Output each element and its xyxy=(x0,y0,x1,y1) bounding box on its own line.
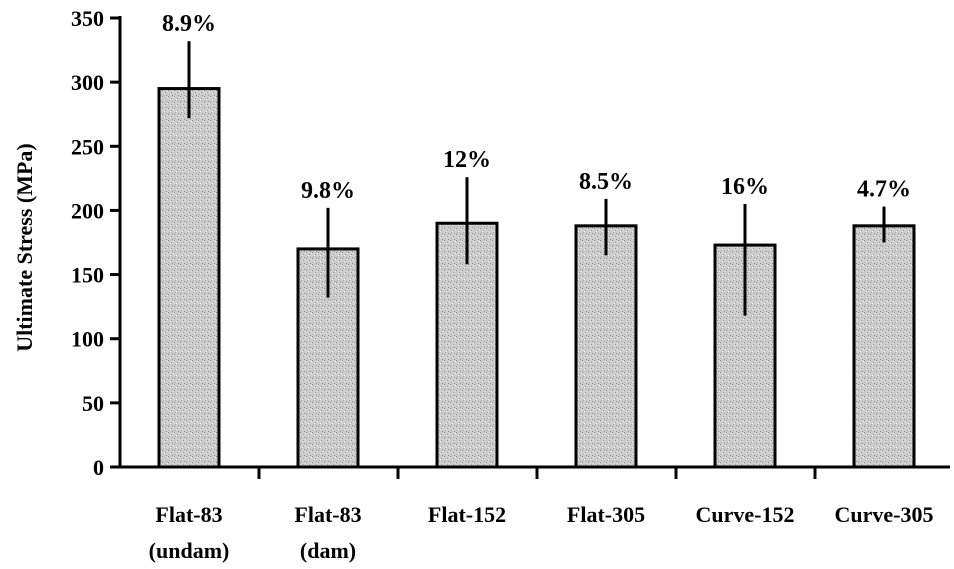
bar xyxy=(574,224,638,469)
x-tick-label: (undam) xyxy=(149,538,230,563)
x-tick-label: Flat-305 xyxy=(567,502,645,527)
data-label: 8.5% xyxy=(579,169,633,195)
x-tick-label: Curve-305 xyxy=(835,502,934,527)
x-tick-label: Curve-152 xyxy=(696,502,795,527)
x-tick-label: Flat-152 xyxy=(428,502,506,527)
bar xyxy=(157,87,221,469)
y-tick-label: 300 xyxy=(71,70,104,95)
y-tick-label: 50 xyxy=(82,391,104,416)
y-tick-label: 200 xyxy=(71,198,104,223)
data-label: 4.7% xyxy=(857,177,911,203)
y-tick-label: 0 xyxy=(93,455,104,480)
bar xyxy=(435,221,499,469)
bar xyxy=(296,247,360,469)
y-tick-label: 350 xyxy=(71,6,104,31)
data-label: 9.8% xyxy=(301,178,355,204)
data-label: 8.9% xyxy=(162,11,216,37)
x-tick-label: Flat-83 xyxy=(294,502,361,527)
x-tick-label: Flat-83 xyxy=(155,502,222,527)
y-tick-label: 250 xyxy=(71,134,104,159)
data-label: 12% xyxy=(443,147,491,173)
y-tick-label: 100 xyxy=(71,327,104,352)
y-tick-label: 150 xyxy=(71,263,104,288)
y-axis-title: Ultimate Stress (MPa) xyxy=(12,143,37,352)
x-tick-label: (dam) xyxy=(300,538,356,563)
data-label: 16% xyxy=(721,174,769,200)
bar xyxy=(852,224,916,469)
